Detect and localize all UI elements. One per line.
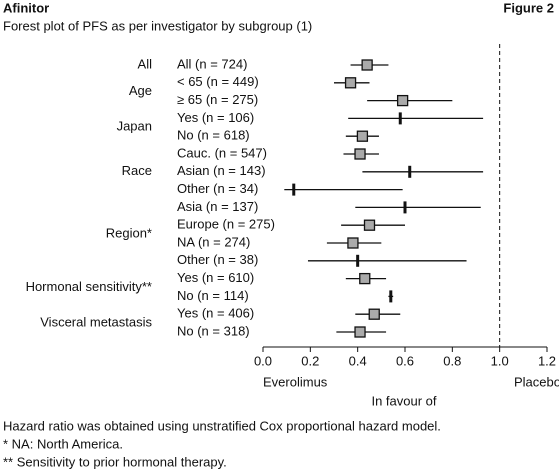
point-estimate <box>344 77 357 89</box>
subgroup-label: Yes (n = 406) <box>177 306 254 321</box>
x-tick-label: 0.0 <box>254 353 272 368</box>
group-label: Region* <box>106 226 152 241</box>
subgroup-label: Other (n = 34) <box>177 181 258 196</box>
point-estimate <box>354 148 366 160</box>
subgroup-label: All (n = 724) <box>177 56 247 71</box>
point-estimate <box>354 326 366 338</box>
x-tick-label: 0.2 <box>301 353 319 368</box>
point-estimate <box>361 59 373 71</box>
brand: Afinitor <box>3 0 49 15</box>
point-estimate <box>359 272 371 285</box>
subgroup-label: < 65 (n = 449) <box>177 74 259 89</box>
x-label-left: Everolimus <box>263 374 328 389</box>
footnote: * NA: North America. <box>3 436 123 451</box>
group-label: Hormonal sensitivity** <box>26 279 152 294</box>
subgroup-label: Other (n = 38) <box>177 252 258 267</box>
x-tick-label: 1.0 <box>491 353 509 368</box>
point-estimate <box>368 308 380 320</box>
subgroup-label: Cauc. (n = 547) <box>177 145 267 160</box>
group-label: Japan <box>117 119 152 134</box>
chart-title: Forest plot of PFS as per investigator b… <box>3 18 312 33</box>
x-tick-label: 0.6 <box>396 353 414 368</box>
subgroup-label: Europe (n = 275) <box>177 217 275 232</box>
footnote: ** Sensitivity to prior hormonal therapy… <box>3 454 227 469</box>
subgroup-label: Yes (n = 106) <box>177 110 254 125</box>
subgroup-label: Asian (n = 143) <box>177 163 266 178</box>
subgroup-label: NA (n = 274) <box>177 234 250 249</box>
group-label: Visceral metastasis <box>40 315 152 330</box>
point-estimate <box>363 219 376 231</box>
x-label-right: Placebo <box>514 374 559 389</box>
x-tick-label: 0.4 <box>349 353 367 368</box>
footnote: Hazard ratio was obtained using unstrati… <box>3 418 441 433</box>
point-estimate <box>347 237 359 249</box>
group-label: All <box>138 56 153 71</box>
group-label: Age <box>129 83 152 98</box>
subgroup-label: No (n = 618) <box>177 128 250 143</box>
subgroup-label: ≥ 65 (n = 275) <box>177 92 258 107</box>
point-estimate <box>356 130 369 142</box>
subgroup-label: No (n = 114) <box>177 288 249 303</box>
x-label-center: In favour of <box>371 393 436 408</box>
subgroup-label: Yes (n = 610) <box>177 270 254 285</box>
subgroup-label: No (n = 318) <box>177 323 250 338</box>
x-tick-label: 0.8 <box>443 353 461 368</box>
group-label: Race <box>122 163 152 178</box>
point-estimate <box>396 94 409 107</box>
figure-label: Figure 2 <box>503 0 554 15</box>
x-tick-label: 1.2 <box>538 353 556 368</box>
subgroup-label: Asia (n = 137) <box>177 199 258 214</box>
